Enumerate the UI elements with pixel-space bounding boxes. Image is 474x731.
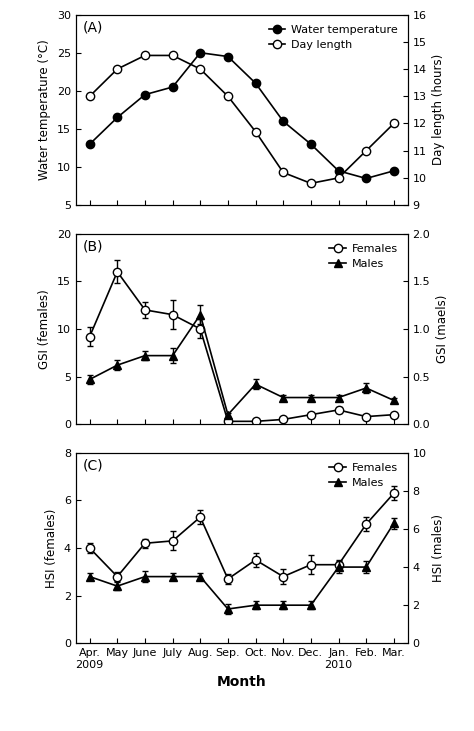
- Y-axis label: GSI (maels): GSI (maels): [436, 295, 449, 363]
- Text: (B): (B): [82, 240, 103, 254]
- Text: (C): (C): [82, 458, 103, 472]
- Legend: Females, Males: Females, Males: [325, 239, 402, 273]
- Legend: Females, Males: Females, Males: [325, 458, 402, 493]
- Y-axis label: GSI (females): GSI (females): [38, 289, 51, 369]
- Legend: Water temperature, Day length: Water temperature, Day length: [264, 20, 402, 55]
- Y-axis label: HSI (males): HSI (males): [432, 514, 445, 582]
- X-axis label: Month: Month: [217, 675, 266, 689]
- Y-axis label: Water temperature (°C): Water temperature (°C): [38, 39, 51, 181]
- Text: (A): (A): [82, 20, 103, 34]
- Y-axis label: Day length (hours): Day length (hours): [432, 54, 445, 165]
- Y-axis label: HSI (females): HSI (females): [46, 508, 58, 588]
